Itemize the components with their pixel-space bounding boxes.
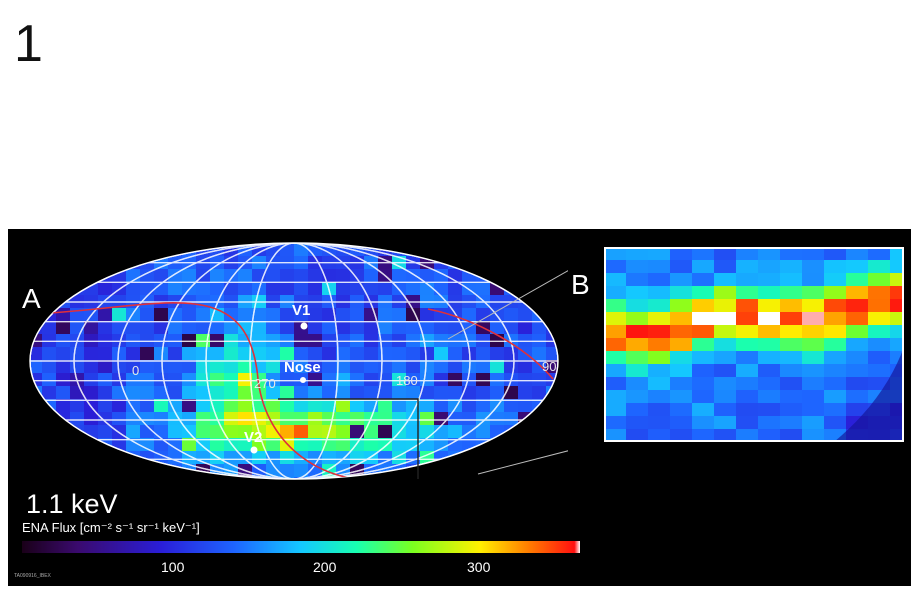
v1-label: V1	[292, 302, 311, 319]
colorbar-tick-100: 100	[161, 559, 185, 575]
credit-label: TA090916_IBEX	[14, 573, 51, 579]
flux-label: ENA Flux [cm⁻² s⁻¹ sr⁻¹ keV⁻¹]	[22, 520, 200, 535]
longitude-label-90: 90	[542, 359, 557, 374]
panel-b-label: B	[571, 269, 590, 300]
ribbon-curve	[31, 302, 554, 479]
region-box	[278, 398, 419, 479]
page-number: 1	[14, 15, 43, 73]
v1-point	[300, 322, 308, 330]
sky-map-outline	[29, 242, 559, 480]
zoom-panel-b	[604, 247, 904, 442]
longitude-label-0: 0	[132, 363, 140, 378]
nose-label: Nose	[284, 359, 321, 376]
zoom-panel-border	[604, 247, 904, 442]
colorbar-tick-300: 300	[467, 559, 491, 575]
longitude-label-270: 270	[254, 376, 276, 391]
nose-point	[300, 377, 306, 383]
colorbar	[22, 541, 580, 553]
panel-a-label: A	[22, 283, 41, 314]
v2-point	[250, 446, 258, 454]
colorbar-tick-200: 200	[313, 559, 337, 575]
v2-label: V2	[244, 429, 263, 446]
zoom-line-bottom	[477, 450, 568, 475]
ibex-figure: A 0 270 180 90 V1 Nose V2 B 1.1 keV ENA …	[8, 229, 911, 586]
sky-map-panel-a	[29, 242, 568, 480]
energy-label: 1.1 keV	[26, 489, 118, 519]
zoom-line-top	[447, 270, 568, 340]
longitude-label-180: 180	[396, 373, 418, 388]
